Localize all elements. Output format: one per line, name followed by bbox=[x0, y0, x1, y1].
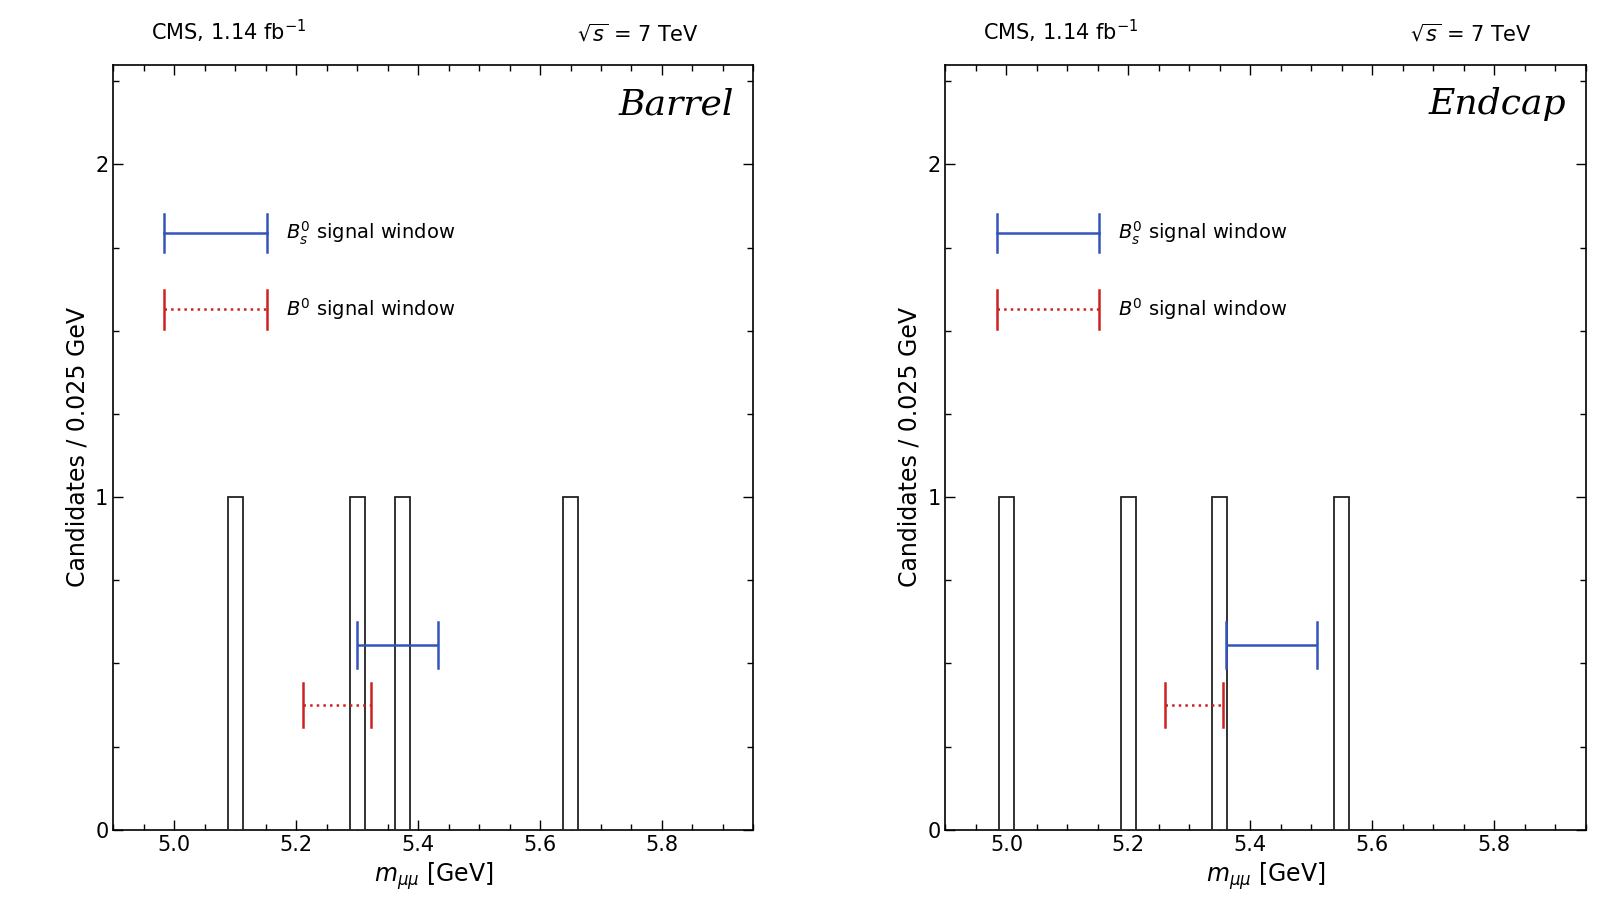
Text: $\sqrt{s}$ = 7 TeV: $\sqrt{s}$ = 7 TeV bbox=[1409, 23, 1531, 45]
Text: $B_s^0$ signal window: $B_s^0$ signal window bbox=[286, 219, 455, 246]
Y-axis label: Candidates / 0.025 GeV: Candidates / 0.025 GeV bbox=[66, 307, 89, 587]
Bar bbox=[1335, 497, 1349, 830]
Text: CMS, 1.14 fb$^{-1}$: CMS, 1.14 fb$^{-1}$ bbox=[984, 18, 1139, 45]
Text: $B^0$ signal window: $B^0$ signal window bbox=[286, 297, 455, 323]
Text: $\sqrt{s}$ = 7 TeV: $\sqrt{s}$ = 7 TeV bbox=[578, 23, 699, 45]
Text: CMS, 1.14 fb$^{-1}$: CMS, 1.14 fb$^{-1}$ bbox=[150, 18, 306, 45]
Bar bbox=[228, 497, 243, 830]
Bar bbox=[1212, 497, 1228, 830]
Bar bbox=[1121, 497, 1136, 830]
Bar bbox=[998, 497, 1014, 830]
Text: $B^0$ signal window: $B^0$ signal window bbox=[1118, 297, 1288, 323]
X-axis label: $m_{\mu\mu}$ [GeV]: $m_{\mu\mu}$ [GeV] bbox=[374, 860, 493, 892]
Bar bbox=[563, 497, 578, 830]
Bar bbox=[349, 497, 364, 830]
Bar bbox=[395, 497, 411, 830]
Y-axis label: Candidates / 0.025 GeV: Candidates / 0.025 GeV bbox=[898, 307, 922, 587]
Text: $B_s^0$ signal window: $B_s^0$ signal window bbox=[1118, 219, 1288, 246]
X-axis label: $m_{\mu\mu}$ [GeV]: $m_{\mu\mu}$ [GeV] bbox=[1205, 860, 1325, 892]
Text: Barrel: Barrel bbox=[618, 88, 735, 122]
Text: Endcap: Endcap bbox=[1429, 88, 1566, 122]
